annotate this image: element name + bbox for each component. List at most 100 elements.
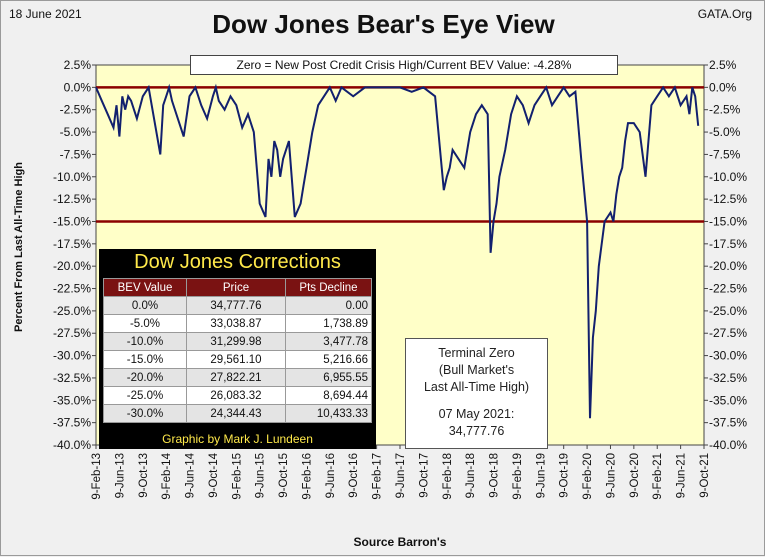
cell-decline: 10,433.33 [285,404,372,423]
x-tick-label: 9-Oct-18 [489,453,501,498]
x-tick-label: 9-Jun-21 [676,453,688,498]
x-tick-label: 9-Feb-20 [582,453,594,500]
cell-price: 33,038.87 [186,314,286,333]
x-tick-label: 9-Feb-18 [442,453,454,500]
y-tick-label: -40.0% [709,438,747,452]
cell-price: 27,822.21 [186,368,286,387]
cell-decline: 0.00 [285,296,372,315]
x-tick-label: 9-Oct-19 [559,453,571,498]
col-header-bev: BEV Value [103,278,187,297]
cell-bev: -25.0% [103,386,187,405]
x-tick-label: 9-Oct-14 [208,452,220,497]
corrections-grid: BEV Value Price Pts Decline 0.0% 34,777.7… [103,278,372,423]
terminal-zero-box: Terminal Zero (Bull Market's Last All-Ti… [405,338,548,449]
table-row: -20.0% 27,822.21 6,955.55 [103,368,372,387]
x-axis-label: Source Barron's [353,535,447,549]
y-tick-label: -5.0% [709,125,741,139]
source-tag: GATA.Org [697,7,752,21]
terminal-line-4: 07 May 2021: [438,407,515,421]
bev-note: Zero = New Post Credit Crisis High/Curre… [190,55,618,75]
x-tick-label: 9-Jun-17 [395,453,407,498]
col-header-price: Price [186,278,286,297]
y-tick-label: -27.5% [709,326,747,340]
date-label: 18 June 2021 [9,7,82,21]
cell-bev: -30.0% [103,404,187,423]
corrections-table: Dow Jones Corrections BEV Value Price Pt… [99,249,376,449]
y-tick-label: -12.5% [53,192,91,206]
x-tick-label: 9-Oct-13 [138,453,150,498]
cell-decline: 5,216.66 [285,350,372,369]
x-tick-label: 9-Jun-20 [605,453,617,498]
cell-decline: 1,738.89 [285,314,372,333]
y-tick-label: -2.5% [709,103,741,117]
table-row: -10.0% 31,299.98 3,477.78 [103,332,372,351]
y-tick-label: -17.5% [709,237,747,251]
y-tick-label: -37.5% [709,416,747,430]
y-tick-label: -7.5% [60,147,92,161]
y-tick-label: -30.0% [709,349,747,363]
y-tick-label: -32.5% [709,371,747,385]
chart-title: Dow Jones Bear's Eye View [212,9,555,39]
x-tick-label: 9-Oct-21 [699,453,711,498]
y-tick-label: -40.0% [53,438,91,452]
x-tick-label: 9-Jun-18 [465,453,477,498]
x-tick-label: 9-Feb-13 [91,453,103,500]
x-tick-label: 9-Jun-16 [325,453,337,498]
y-axis-right: 2.5% 0.0% -2.5% -5.0% -7.5% -10.0% -12.5% -15.0… [704,58,747,452]
y-tick-label: -2.5% [60,103,92,117]
cell-bev: -15.0% [103,350,187,369]
y-tick-label: 2.5% [64,58,92,72]
cell-bev: -5.0% [103,314,187,333]
cell-price: 29,561.10 [186,350,286,369]
y-tick-label: -37.5% [53,416,91,430]
y-tick-label: -20.0% [709,259,747,273]
x-tick-label: 9-Feb-16 [301,453,313,500]
y-tick-label: 0.0% [64,80,92,94]
y-tick-label: -25.0% [709,304,747,318]
table-row: -30.0% 24,344.43 10,433.33 [103,404,372,423]
terminal-line-2: (Bull Market's [438,363,515,377]
cell-price: 26,083.32 [186,386,286,405]
cell-price: 24,344.43 [186,404,286,423]
table-row: -25.0% 26,083.32 8,694.44 [103,386,372,405]
y-tick-label: -15.0% [53,214,91,228]
x-tick-label: 9-Jun-19 [535,453,547,498]
y-tick-label: -12.5% [709,192,747,206]
cell-decline: 6,955.55 [285,368,372,387]
col-header-decline: Pts Decline [285,278,372,297]
x-tick-label: 9-Feb-17 [372,453,384,500]
cell-price: 31,299.98 [186,332,286,351]
x-tick-label: 9-Feb-14 [161,452,173,499]
x-tick-label: 9-Jun-14 [185,452,197,498]
terminal-line-3: Last All-Time High) [423,380,530,394]
y-axis-left: 2.5% 0.0% -2.5% -5.0% -7.5% -10.0% -12.5% -15.0… [53,58,96,452]
y-tick-label: -5.0% [60,125,92,139]
y-tick-label: -32.5% [53,371,91,385]
table-row: -5.0% 33,038.87 1,738.89 [103,314,372,333]
series-line-dow-bev [95,83,700,419]
y-tick-label: -15.0% [709,214,747,228]
cell-decline: 3,477.78 [285,332,372,351]
cell-price: 34,777.76 [186,296,286,315]
x-axis: 9-Feb-13 9-Jun-13 9-Oct-13 9-Feb-14 9-Jun-14… [91,445,711,500]
y-tick-label: -25.0% [53,304,91,318]
corrections-table-title: Dow Jones Corrections [134,251,341,273]
x-tick-label: 9-Jun-15 [255,453,267,498]
terminal-line-5: 34,777.76 [448,424,505,438]
y-tick-label: 0.0% [709,80,737,94]
table-row: 0.0% 34,777.76 0.00 [103,296,372,315]
x-tick-label: 9-Feb-19 [512,453,524,500]
y-tick-label: -7.5% [709,147,741,161]
y-tick-label: -22.5% [709,282,747,296]
y-tick-label: -27.5% [53,326,91,340]
y-axis-label: Percent From Last All-Time High [13,162,25,332]
y-tick-label: -35.0% [53,393,91,407]
cell-decline: 8,694.44 [285,386,372,405]
x-tick-label: 9-Feb-15 [231,453,243,500]
y-tick-label: -10.0% [53,170,91,184]
x-tick-label: 9-Oct-20 [629,453,641,498]
cell-bev: -20.0% [103,368,187,387]
x-tick-label: 9-Oct-17 [418,453,430,498]
